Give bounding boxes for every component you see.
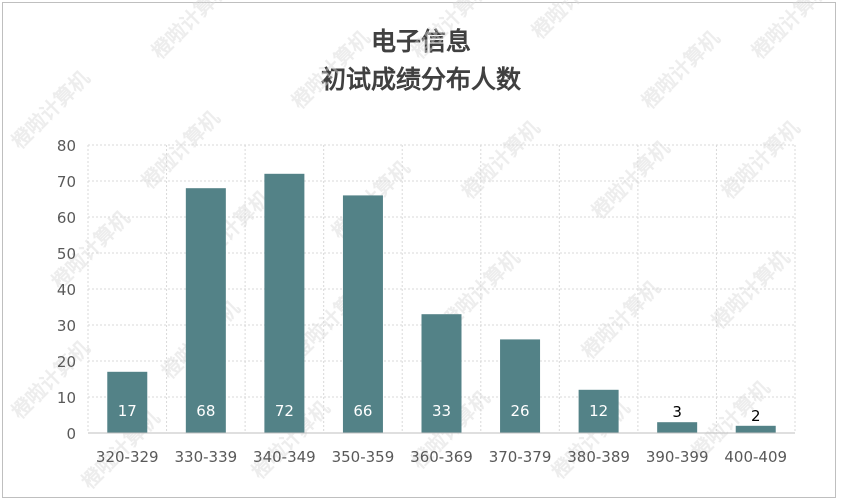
data-label: 3 xyxy=(672,403,682,421)
bar xyxy=(107,371,148,433)
watermark-text: 橙啦计算机 xyxy=(527,0,615,44)
data-label: 12 xyxy=(589,402,608,420)
y-tick-label: 30 xyxy=(57,317,76,335)
data-label: 26 xyxy=(511,402,530,420)
x-tick-label: 370-379 xyxy=(489,448,552,466)
data-label: 72 xyxy=(275,402,294,420)
y-tick-label: 20 xyxy=(57,353,76,371)
watermark-text: 橙啦计算机 xyxy=(587,136,675,224)
x-tick-label: 380-389 xyxy=(567,448,630,466)
watermark-text: 橙啦计算机 xyxy=(707,246,795,334)
data-label: 2 xyxy=(751,407,761,425)
x-tick-label: 320-329 xyxy=(96,448,159,466)
x-tick-label: 400-409 xyxy=(724,448,787,466)
y-tick-label: 0 xyxy=(66,425,76,443)
watermark-text: 橙啦计算机 xyxy=(747,0,835,64)
bar xyxy=(578,389,619,433)
watermark-text: 橙啦计算机 xyxy=(7,66,95,154)
data-label: 68 xyxy=(196,402,215,420)
watermark-text: 橙啦计算机 xyxy=(717,116,805,204)
chart-title: 电子信息 xyxy=(370,27,471,56)
bar xyxy=(342,195,383,433)
y-tick-label: 80 xyxy=(57,137,76,155)
x-tick-label: 340-349 xyxy=(253,448,316,466)
x-tick-label: 390-399 xyxy=(646,448,709,466)
bar xyxy=(500,339,541,433)
y-tick-label: 40 xyxy=(57,281,76,299)
y-tick-label: 70 xyxy=(57,173,76,191)
bar xyxy=(185,188,226,433)
bar xyxy=(421,314,462,433)
y-tick-label: 50 xyxy=(57,245,76,263)
y-tick-label: 60 xyxy=(57,209,76,227)
chart-subtitle: 初试成绩分布人数 xyxy=(320,65,521,94)
data-label: 66 xyxy=(353,402,372,420)
watermark-text: 橙啦计算机 xyxy=(457,116,545,204)
data-label: 33 xyxy=(432,402,451,420)
y-tick-label: 10 xyxy=(57,389,76,407)
bar xyxy=(264,173,305,434)
x-tick-label: 350-359 xyxy=(332,448,395,466)
watermark-text: 橙啦计算机 xyxy=(7,336,95,424)
watermark-text: 橙啦计算机 xyxy=(137,106,225,194)
bar xyxy=(735,425,776,433)
watermark-text: 橙啦计算机 xyxy=(287,26,375,114)
watermark-text: 橙啦计算机 xyxy=(147,0,235,64)
watermark-text: 橙啦计算机 xyxy=(407,0,495,64)
bar xyxy=(657,422,698,433)
data-label: 17 xyxy=(118,402,137,420)
x-tick-label: 360-369 xyxy=(410,448,473,466)
watermark-text: 橙啦计算机 xyxy=(637,26,725,114)
x-tick-label: 330-339 xyxy=(174,448,237,466)
